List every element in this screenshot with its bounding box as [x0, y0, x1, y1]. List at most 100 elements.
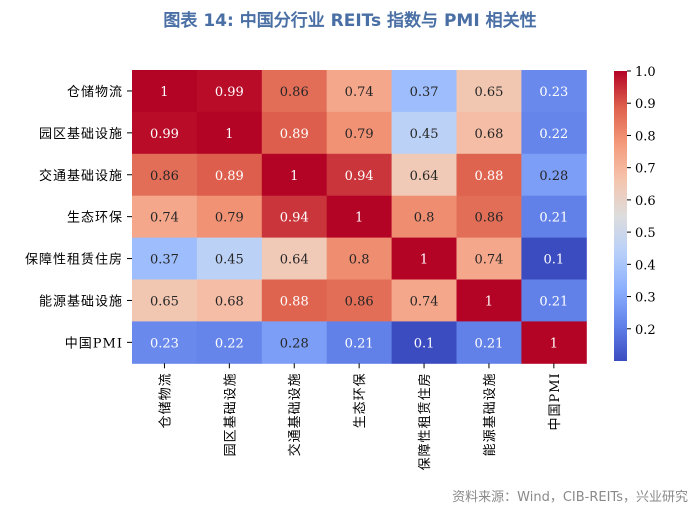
- source-note: 资料来源：Wind，CIB-REITs，兴业研究: [452, 490, 688, 505]
- cell-value-r4-c0: 0.37: [150, 253, 179, 268]
- cell-value-r5-c5: 1: [485, 294, 493, 309]
- cell-value-r6-c6: 1: [550, 336, 558, 351]
- heatmap-cell-r5-c3: [326, 279, 393, 322]
- cell-value-r3-c0: 0.74: [150, 211, 179, 226]
- cell-value-r3-c3: 1: [355, 211, 363, 226]
- cell-value-r1-c1: 1: [225, 127, 233, 142]
- heatmap-cell-r1-c0: [132, 111, 198, 155]
- colorbar-tick-label-2: 0.8: [635, 129, 656, 144]
- cell-value-r6-c0: 0.23: [150, 336, 179, 351]
- cell-value-r5-c2: 0.88: [280, 294, 309, 309]
- cell-value-r4-c1: 0.45: [215, 253, 244, 268]
- heatmap-cell-r0-c3: [326, 70, 393, 113]
- colorbar-tick-label-8: 0.2: [635, 323, 656, 338]
- heatmap-cell-r4-c1: [196, 237, 263, 280]
- cell-value-r1-c6: 0.22: [539, 127, 568, 142]
- heatmap-cell-r0-c4: [391, 70, 457, 113]
- heatmap-cell-r6-c6: [521, 321, 587, 364]
- cell-value-r2-c3: 0.94: [345, 169, 374, 184]
- heatmap-cell-r4-c6: [521, 237, 587, 280]
- heatmap-cell-r1-c2: [261, 111, 328, 155]
- heatmap-cell-r2-c4: [391, 153, 457, 197]
- heatmap-cell-r6-c5: [456, 321, 522, 364]
- cell-value-r2-c0: 0.86: [150, 169, 179, 184]
- cell-value-r3-c1: 0.79: [215, 211, 244, 226]
- heatmap-cell-r3-c5: [456, 195, 522, 239]
- heatmap-cell-r3-c0: [132, 195, 198, 239]
- heatmap-cell-r0-c1: [196, 70, 263, 113]
- heatmap-cells: 1 0.99 0.86 0.74 0.37 0.65 0.23 0.99 1 0.89 0.79 0.…: [132, 70, 587, 364]
- cell-value-r3-c2: 0.94: [280, 211, 309, 226]
- cell-value-r5-c4: 0.74: [410, 294, 439, 309]
- cell-value-r1-c4: 0.45: [410, 127, 439, 142]
- row-label-0: 仓储物流: [67, 85, 123, 100]
- heatmap-cell-r0-c5: [456, 70, 522, 113]
- heatmap-cell-r4-c2: [261, 237, 328, 280]
- row-label-4: 保障性租赁住房: [25, 252, 123, 268]
- heatmap-cell-r0-c6: [521, 70, 587, 113]
- heatmap-cell-r1-c1: [196, 111, 263, 155]
- row-label-1: 园区基础设施: [39, 127, 123, 142]
- heatmap-cell-r3-c4: [391, 195, 457, 239]
- column-label-6: 中国PMI: [548, 372, 563, 430]
- cell-value-r4-c6: 0.1: [544, 253, 565, 268]
- cell-value-r2-c5: 0.88: [474, 169, 503, 184]
- colorbar-tick-label-4: 0.6: [635, 194, 656, 209]
- column-labels: 仓储物流 园区基础设施 交通基础设施 生态环保 保障性租赁住房 能源基础设施 中国PMI: [158, 363, 563, 470]
- cell-value-r5-c1: 0.68: [215, 294, 244, 309]
- heatmap-cell-r5-c4: [391, 279, 457, 322]
- heatmap-cell-r3-c1: [196, 195, 263, 239]
- heatmap-cell-r5-c2: [261, 279, 328, 322]
- heatmap-cell-r5-c6: [521, 279, 587, 322]
- heatmap-cell-r1-c5: [456, 111, 522, 155]
- heatmap-cell-r4-c0: [132, 237, 198, 280]
- chart-title: 图表 14: 中国分行业 REITs 指数与 PMI 相关性: [163, 11, 537, 31]
- cell-value-r1-c0: 0.99: [150, 127, 179, 142]
- cell-value-r0-c1: 0.99: [215, 85, 244, 100]
- cell-value-r3-c6: 0.21: [539, 211, 568, 226]
- row-label-3: 生态环保: [67, 211, 123, 226]
- heatmap-cell-r1-c4: [391, 111, 457, 155]
- heatmap-cell-r6-c2: [261, 321, 328, 364]
- heatmap-cell-r2-c5: [456, 153, 522, 197]
- cell-value-r3-c4: 0.8: [414, 211, 435, 226]
- cell-value-r5-c0: 0.65: [150, 294, 179, 309]
- cell-value-r0-c5: 0.65: [474, 85, 503, 100]
- cell-value-r4-c3: 0.8: [349, 253, 370, 268]
- heatmap-cell-r4-c5: [456, 237, 522, 280]
- row-label-6: 中国PMI: [65, 336, 123, 351]
- cell-value-r2-c4: 0.64: [410, 169, 439, 184]
- heatmap-cell-r6-c1: [196, 321, 263, 364]
- heatmap-cell-r6-c0: [132, 321, 198, 364]
- cell-value-r1-c2: 0.89: [280, 127, 309, 142]
- cell-value-r6-c2: 0.28: [280, 336, 309, 351]
- heatmap-cell-r4-c4: [391, 237, 457, 280]
- colorbar-tick-label-6: 0.4: [635, 258, 656, 273]
- cell-value-r5-c3: 0.86: [345, 294, 374, 309]
- heatmap-cell-r1-c6: [521, 111, 587, 155]
- column-label-5: 能源基础设施: [483, 372, 498, 456]
- heatmap-cell-r3-c6: [521, 195, 587, 239]
- cell-value-r0-c2: 0.86: [280, 85, 309, 100]
- cell-value-r0-c4: 0.37: [410, 85, 439, 100]
- heatmap-cell-r5-c0: [132, 279, 198, 322]
- cell-value-r2-c6: 0.28: [539, 169, 568, 184]
- heatmap-cell-r1-c3: [326, 111, 393, 155]
- colorbar: 1.0 0.9 0.8 0.7 0.6 0.5 0.4 0.3 0.2: [614, 65, 656, 361]
- column-label-3: 生态环保: [353, 372, 368, 428]
- colorbar-tick-label-0: 1.0: [635, 65, 656, 80]
- heatmap-cell-r2-c6: [521, 153, 587, 197]
- heatmap-cell-r0-c0: [132, 70, 198, 113]
- heatmap-cell-r2-c0: [132, 153, 198, 197]
- cell-value-r6-c1: 0.22: [215, 336, 244, 351]
- cell-value-r5-c6: 0.21: [539, 294, 568, 309]
- heatmap-cell-r5-c5: [456, 279, 522, 322]
- cell-value-r0-c6: 0.23: [539, 85, 568, 100]
- heatmap-cell-r2-c3: [326, 153, 393, 197]
- cell-value-r4-c5: 0.74: [474, 253, 503, 268]
- heatmap-cell-r5-c1: [196, 279, 263, 322]
- column-label-2: 交通基础设施: [287, 372, 303, 456]
- cell-value-r2-c1: 0.89: [215, 169, 244, 184]
